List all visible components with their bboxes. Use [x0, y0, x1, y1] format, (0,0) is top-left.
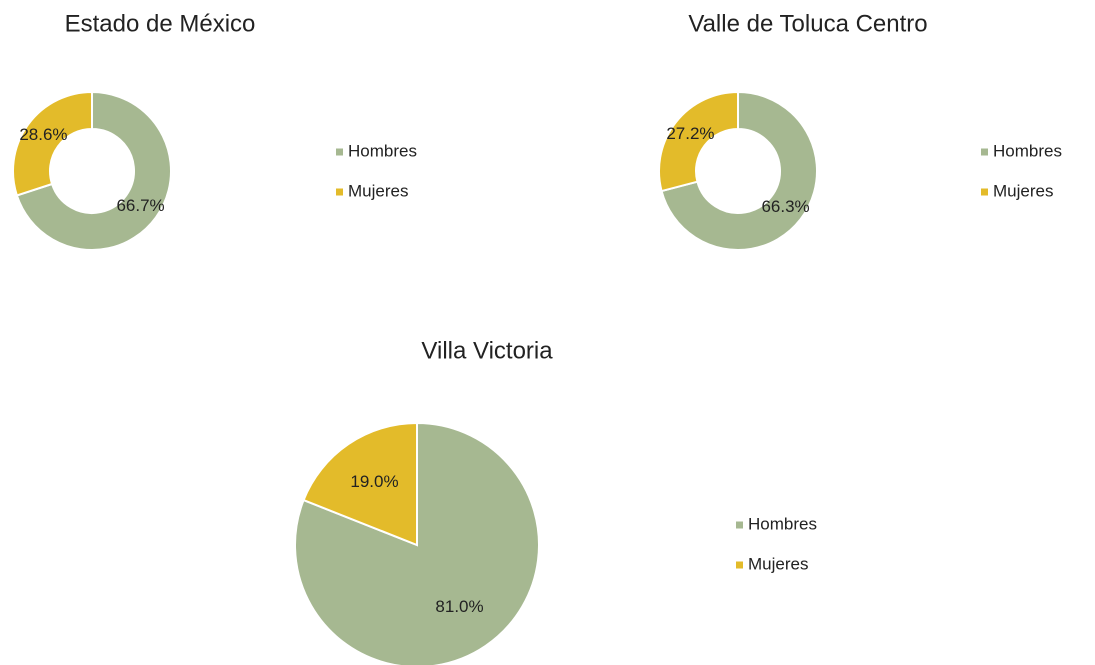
data-label: 27.2%	[666, 124, 714, 143]
legend-label: Mujeres	[348, 181, 408, 200]
legend-label: Hombres	[348, 141, 417, 160]
legend-swatch	[736, 521, 743, 529]
slice	[660, 90, 818, 251]
slice	[658, 90, 739, 193]
legend-swatch	[336, 188, 343, 196]
chart: Estado de México 66.7% 28.6% Hombres Mujeres	[12, 10, 417, 251]
legend-label: Hombres	[993, 141, 1062, 160]
chart-title: Estado de México	[65, 10, 256, 37]
legend-label: Hombres	[748, 514, 817, 533]
chart-title: Valle de Toluca Centro	[688, 10, 927, 37]
legend-swatch	[736, 561, 743, 569]
slice	[302, 421, 418, 547]
legend-swatch	[981, 148, 988, 156]
data-label: 19.0%	[350, 472, 398, 491]
slice	[15, 90, 172, 251]
data-label: 81.0%	[435, 597, 483, 616]
chart: Villa Victoria 81.0% 19.0% Hombres Mujeres	[294, 337, 817, 665]
data-label: 28.6%	[19, 125, 67, 144]
data-label: 66.3%	[761, 197, 809, 216]
slice	[12, 90, 93, 197]
legend-swatch	[981, 188, 988, 196]
legend-swatch	[336, 148, 343, 156]
legend-label: Mujeres	[748, 554, 808, 573]
data-label: 66.7%	[116, 196, 164, 215]
chart-title: Villa Victoria	[421, 337, 553, 364]
legend-label: Mujeres	[993, 181, 1053, 200]
chart: Valle de Toluca Centro 66.3% 27.2% Hombres M…	[658, 10, 1062, 251]
